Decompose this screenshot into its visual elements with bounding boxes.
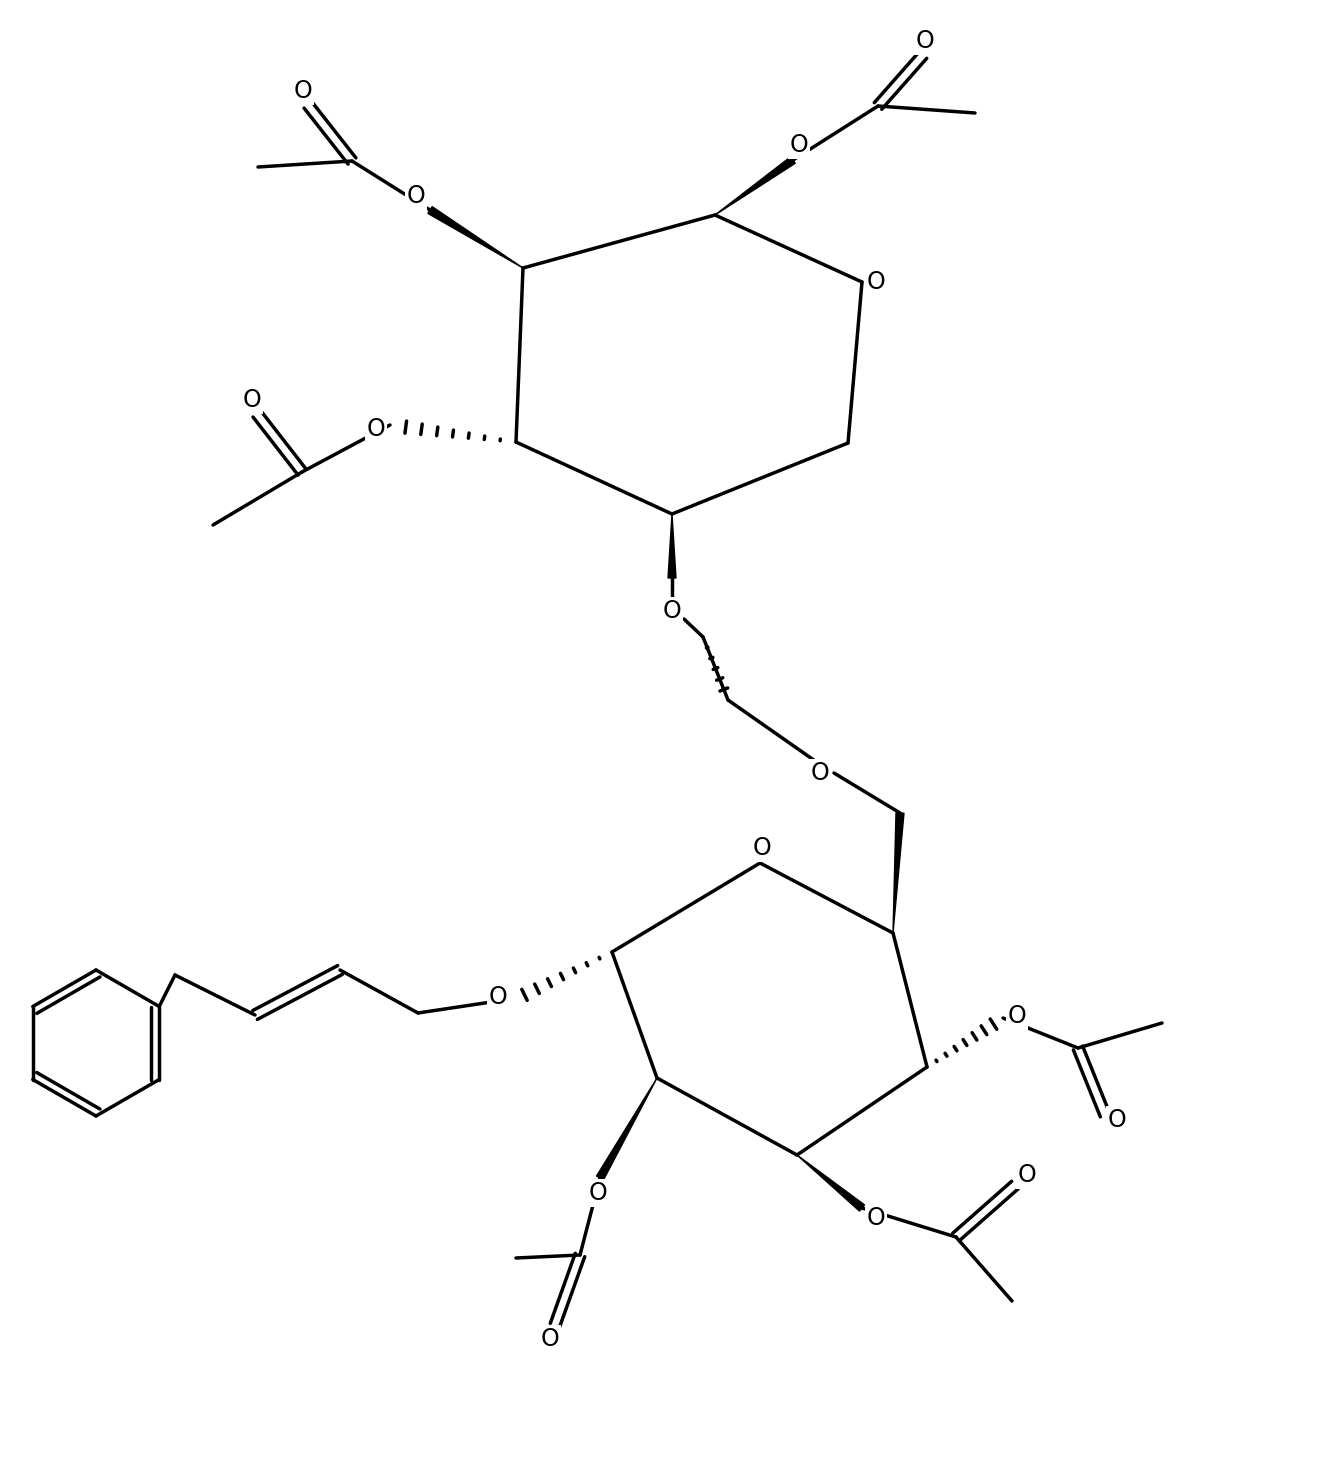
Text: O: O (1107, 1108, 1127, 1131)
Text: O: O (916, 29, 934, 53)
Text: O: O (867, 270, 886, 295)
Text: O: O (366, 417, 385, 440)
Text: O: O (753, 837, 771, 860)
Text: O: O (1017, 1164, 1036, 1187)
Text: O: O (589, 1181, 608, 1205)
Polygon shape (668, 514, 676, 577)
Polygon shape (894, 813, 904, 932)
Text: O: O (294, 80, 312, 103)
Text: O: O (867, 1206, 886, 1230)
Text: O: O (663, 600, 681, 623)
Text: O: O (489, 985, 507, 1009)
Polygon shape (797, 1155, 865, 1211)
Text: O: O (243, 387, 261, 412)
Text: O: O (1008, 1005, 1027, 1028)
Text: O: O (407, 184, 426, 208)
Text: O: O (540, 1327, 559, 1351)
Polygon shape (714, 156, 795, 215)
Text: O: O (789, 133, 808, 158)
Polygon shape (597, 1078, 656, 1180)
Text: O: O (811, 762, 829, 785)
Polygon shape (428, 206, 523, 268)
